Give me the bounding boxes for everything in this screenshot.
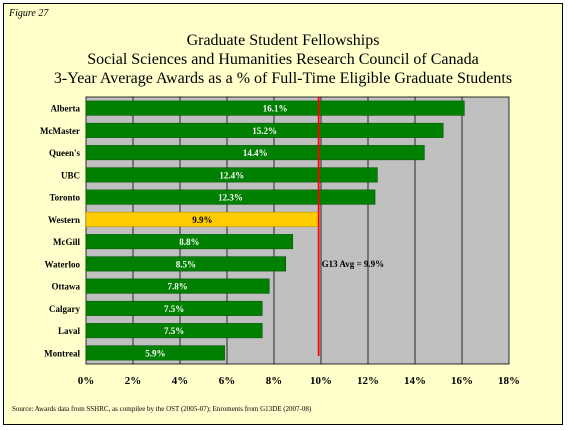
data-label-8: 7.8% — [168, 282, 188, 292]
data-label-5: 9.9% — [192, 215, 212, 225]
bar-7 — [85, 256, 286, 272]
data-label-1: 15.2% — [252, 126, 277, 136]
bar-1 — [85, 122, 444, 138]
category-label-8: Ottawa — [52, 282, 81, 292]
category-label-0: Alberta — [51, 104, 81, 114]
x-tick-label-9: 18% — [498, 375, 520, 387]
x-tick-label-4: 8% — [266, 375, 283, 387]
category-label-7: Waterloo — [45, 259, 81, 269]
data-label-0: 16.1% — [263, 104, 288, 114]
bar-4 — [85, 189, 376, 205]
data-label-9: 7.5% — [164, 304, 184, 314]
x-tick-label-1: 2% — [125, 375, 142, 387]
figure-label: Figure 27 — [9, 8, 49, 19]
bar-3 — [85, 167, 378, 183]
category-label-4: Toronto — [49, 193, 80, 203]
chart-title-line-2: Social Sciences and Humanities Research … — [87, 51, 479, 68]
x-tick-label-3: 6% — [219, 375, 236, 387]
data-label-3: 12.4% — [219, 170, 244, 180]
category-label-2: Queen's — [49, 148, 81, 158]
bar-11 — [85, 345, 225, 361]
average-line-label: G13 Avg = 9.9% — [322, 259, 384, 269]
bar-6 — [85, 234, 294, 250]
x-tick-label-8: 16% — [451, 375, 473, 387]
data-label-6: 8.8% — [179, 237, 199, 247]
data-label-4: 12.3% — [218, 193, 243, 203]
chart-title-line-1: Graduate Student Fellowships — [186, 32, 380, 49]
category-label-1: McMaster — [40, 126, 80, 136]
x-tick-label-5: 10% — [310, 375, 332, 387]
category-label-11: Montreal — [44, 348, 80, 358]
source-note: Source: Awards data from SSHRC, as compi… — [12, 405, 312, 413]
category-label-6: McGill — [53, 237, 80, 247]
bar-0 — [85, 100, 465, 116]
chart-title-line-3: 3-Year Average Awards as a % of Full-Tim… — [53, 70, 513, 87]
x-tick-label-6: 12% — [357, 375, 379, 387]
x-tick-label-0: 0% — [78, 375, 95, 387]
data-label-11: 5.9% — [145, 348, 165, 358]
x-tick-label-7: 14% — [404, 375, 426, 387]
plot-area — [85, 96, 510, 365]
category-label-3: UBC — [61, 170, 80, 180]
x-tick-label-2: 4% — [172, 375, 189, 387]
data-label-10: 7.5% — [164, 326, 184, 336]
category-label-10: Laval — [58, 326, 81, 336]
category-label-5: Western — [48, 215, 80, 225]
bar-10 — [85, 323, 263, 339]
data-label-2: 14.4% — [243, 148, 268, 158]
category-label-9: Calgary — [49, 304, 80, 314]
bar-9 — [85, 300, 263, 316]
bar-8 — [85, 278, 270, 294]
data-label-7: 8.5% — [176, 259, 196, 269]
bar-2 — [85, 145, 425, 161]
